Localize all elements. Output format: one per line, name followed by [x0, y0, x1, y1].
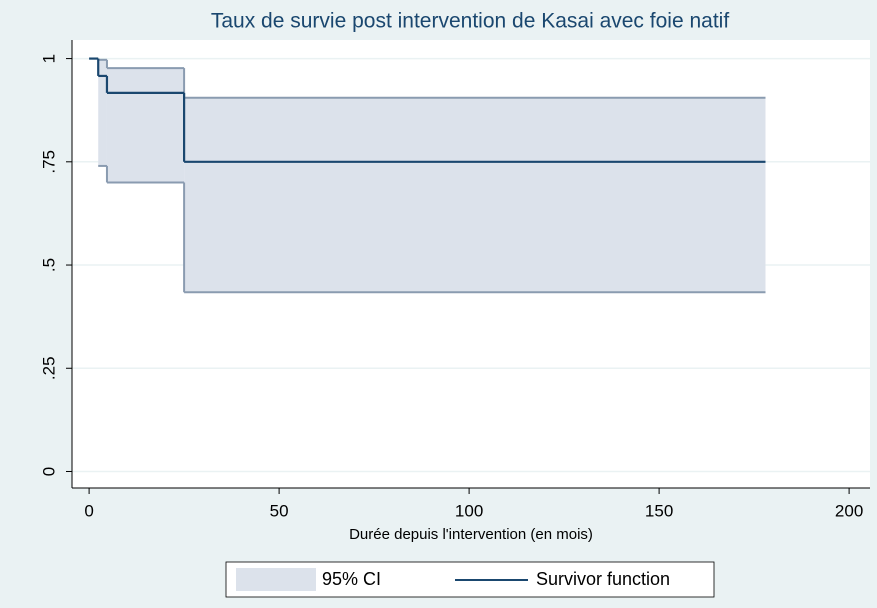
- x-tick-label: 200: [835, 501, 863, 520]
- ci-band: [98, 59, 107, 166]
- y-tick-label: 0: [39, 467, 58, 476]
- ci-band: [106, 68, 185, 183]
- y-tick-label: .5: [39, 258, 58, 272]
- legend-label: 95% CI: [322, 569, 381, 589]
- y-tick-label: .75: [39, 150, 58, 174]
- x-tick-label: 0: [84, 501, 93, 520]
- y-tick-label: 1: [39, 54, 58, 63]
- legend-label: Survivor function: [536, 569, 670, 589]
- x-axis-title: Durée depuis l'intervention (en mois): [349, 526, 593, 543]
- x-tick-label: 100: [455, 501, 483, 520]
- chart-title: Taux de survie post intervention de Kasa…: [211, 10, 729, 33]
- y-tick-label: .25: [39, 356, 58, 380]
- legend-swatch: [236, 568, 316, 591]
- x-tick-label: 150: [645, 501, 673, 520]
- x-tick-label: 50: [270, 501, 289, 520]
- ci-band: [184, 97, 766, 293]
